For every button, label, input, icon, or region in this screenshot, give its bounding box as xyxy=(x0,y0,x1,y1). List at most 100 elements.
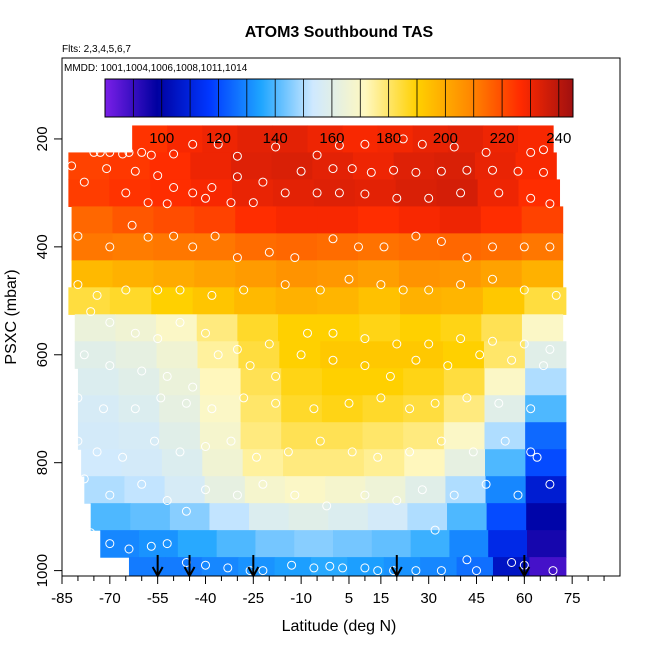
observation-point xyxy=(175,317,185,327)
heatmap-cell xyxy=(109,287,152,315)
heatmap-cell xyxy=(361,341,403,369)
observation-point xyxy=(105,242,115,252)
observation-point xyxy=(513,490,523,500)
heatmap-cell xyxy=(284,476,326,504)
observation-point xyxy=(545,199,555,209)
observation-point xyxy=(344,274,354,284)
observation-point xyxy=(424,193,434,203)
observation-point xyxy=(127,220,137,230)
observation-point xyxy=(545,479,555,489)
heatmap-cell xyxy=(524,287,567,315)
observation-point xyxy=(150,436,159,446)
x-tick-label: 60 xyxy=(516,590,533,607)
colorbar-tick-label: 200 xyxy=(433,130,458,147)
x-tick-label: -85 xyxy=(51,590,73,607)
heatmap-cell xyxy=(325,476,366,504)
observation-point xyxy=(405,447,415,457)
observation-point xyxy=(223,563,233,573)
heatmap-cell xyxy=(398,260,441,288)
heatmap-cell xyxy=(274,557,312,576)
heatmap-cell xyxy=(477,179,520,207)
y-axis-label: PSXC (mbar) xyxy=(3,269,20,364)
observation-point xyxy=(360,563,370,573)
heatmap-cell xyxy=(439,260,482,288)
heatmap-cell xyxy=(521,314,564,342)
observation-point xyxy=(507,355,517,365)
observation-point xyxy=(312,150,322,160)
heatmap-cell xyxy=(202,125,238,154)
observation-point xyxy=(315,285,325,295)
observation-point xyxy=(162,199,172,209)
heatmap-cell xyxy=(124,476,166,504)
observation-point xyxy=(315,436,325,446)
heatmap-cell xyxy=(112,233,155,261)
heatmap-cell xyxy=(393,152,435,181)
observation-point xyxy=(360,334,370,344)
observation-point xyxy=(99,404,108,414)
observation-point xyxy=(156,393,166,403)
heatmap-cell xyxy=(480,233,523,261)
observation-point xyxy=(436,436,446,446)
observation-point xyxy=(526,447,536,457)
heatmap-cell xyxy=(404,449,446,477)
heatmap-cell xyxy=(288,503,329,531)
heatmap-cell xyxy=(321,368,364,396)
heatmap-cell xyxy=(480,260,523,288)
observation-point xyxy=(334,188,344,198)
heatmap-bands xyxy=(68,125,567,576)
observation-point xyxy=(347,447,357,457)
observation-point xyxy=(86,307,96,317)
observation-point xyxy=(213,350,223,360)
observation-point xyxy=(207,290,217,300)
colorbar-tick-label: 100 xyxy=(149,130,174,147)
heatmap-cell xyxy=(358,260,400,288)
observation-point xyxy=(398,134,408,144)
colorbar-tick-label: 120 xyxy=(206,130,231,147)
heatmap-cell xyxy=(412,125,449,154)
observation-point xyxy=(188,382,198,392)
observation-point xyxy=(526,193,536,203)
observation-point xyxy=(239,393,249,403)
heatmap-cell xyxy=(169,503,211,531)
observation-point xyxy=(389,165,399,175)
colorbar-tick-label: 180 xyxy=(376,130,401,147)
observation-point xyxy=(79,177,89,187)
observation-point xyxy=(121,188,131,198)
heatmap-cell xyxy=(310,557,348,576)
heatmap-cell xyxy=(109,152,151,181)
observation-point xyxy=(436,237,446,246)
heatmap-cell xyxy=(199,368,242,396)
observation-point xyxy=(130,328,140,338)
observation-point xyxy=(271,142,281,152)
x-tick-label: 45 xyxy=(468,590,485,607)
heatmap-cell xyxy=(420,557,458,576)
heatmap-cell xyxy=(486,503,527,531)
heatmap-cell xyxy=(484,422,526,450)
observation-point xyxy=(232,490,242,500)
heatmap-cell xyxy=(317,206,359,234)
observation-point xyxy=(373,566,383,576)
heatmap-cell xyxy=(199,422,242,450)
heatmap-cell xyxy=(407,503,448,531)
observation-point xyxy=(271,398,281,408)
heatmap-cell xyxy=(320,341,362,369)
observation-point xyxy=(169,231,179,241)
observation-point xyxy=(507,558,517,567)
observation-point xyxy=(328,328,338,338)
observation-point xyxy=(207,183,217,192)
observation-point xyxy=(322,501,332,511)
observation-point xyxy=(89,147,99,157)
observation-point xyxy=(92,447,102,457)
observation-point xyxy=(210,231,220,241)
heatmap-cell xyxy=(271,152,313,181)
observation-point xyxy=(430,398,440,408)
heatmap-cell xyxy=(480,206,523,234)
colorbar-divisions xyxy=(132,79,560,117)
heatmap-cell xyxy=(130,503,171,531)
heatmap-cell xyxy=(74,341,117,369)
observation-point xyxy=(475,350,485,360)
observation-point xyxy=(105,490,115,500)
heatmap-cell xyxy=(403,395,445,423)
x-tick-label: -10 xyxy=(290,590,312,607)
observation-point xyxy=(545,242,555,252)
